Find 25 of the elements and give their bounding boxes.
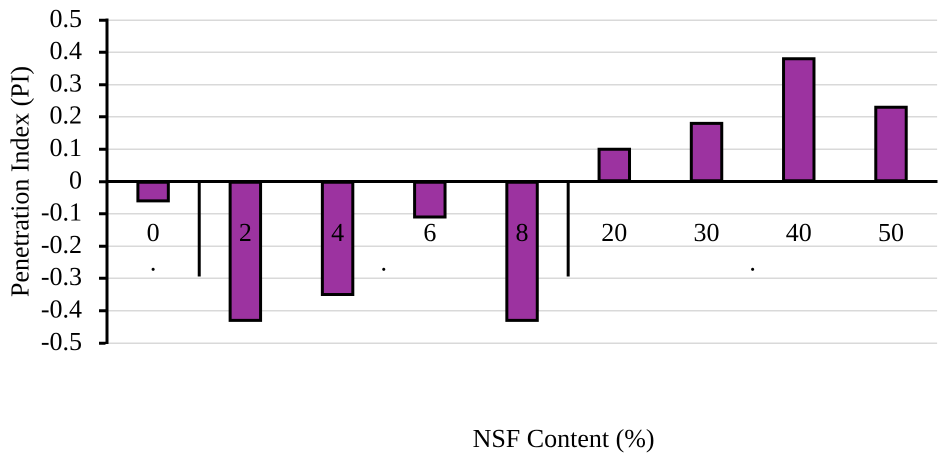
y-tick-label: -0.4: [40, 294, 82, 324]
x-tick-label: 6: [423, 218, 436, 247]
y-tick-label: 0.3: [50, 68, 82, 98]
x-tick-label: 4: [331, 218, 344, 247]
x-tick-label: 40: [786, 218, 812, 247]
y-tick-label: -0.2: [40, 230, 82, 259]
y-axis-title: Penetration Index (PI): [5, 66, 34, 298]
x-tick-label: 2: [238, 218, 252, 247]
y-tick-label: -0.5: [40, 326, 82, 356]
x-tick-label: 0: [146, 218, 160, 247]
x-axis-title: NSF Content (%): [472, 424, 655, 453]
annotation: .: [150, 248, 156, 276]
y-tick-label: -0.1: [40, 198, 82, 227]
annotation: .: [380, 248, 387, 276]
y-tick-label: -0.3: [40, 262, 82, 292]
y-tick-label: 0.2: [50, 100, 82, 130]
x-tick-label: 20: [601, 218, 628, 247]
x-tick-label: 30: [694, 218, 720, 247]
annotation: .: [749, 248, 756, 276]
y-tick-label: 0: [69, 165, 82, 194]
x-tick-label: 50: [878, 218, 904, 247]
x-tick-label: 8: [516, 218, 529, 247]
y-tick-label: 0.5: [50, 4, 82, 33]
y-tick-label: 0.1: [50, 133, 82, 162]
y-tick-label: 0.4: [50, 36, 82, 66]
